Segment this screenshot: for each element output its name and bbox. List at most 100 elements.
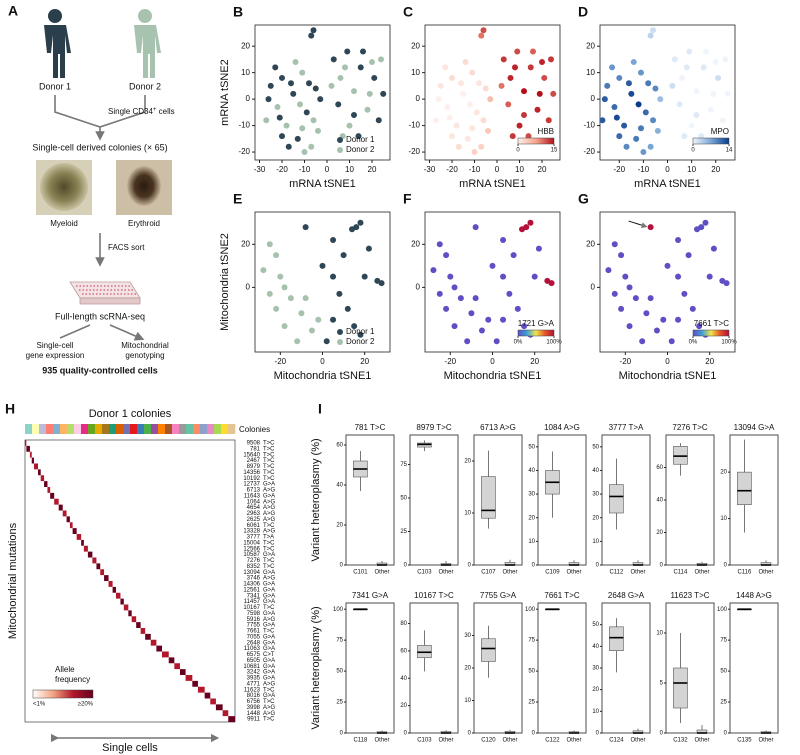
colorbar (517, 329, 555, 337)
y-tick-label: 10 (592, 539, 599, 545)
heatmap-cell (123, 604, 129, 611)
y-tick-label: 10 (656, 631, 663, 637)
point (357, 219, 364, 226)
row-label: 15004 (243, 540, 260, 546)
heatmap-cell (54, 498, 59, 505)
x-tick-label: 0 (320, 357, 325, 366)
row-label: A>G (263, 511, 276, 517)
heatmap-cell (92, 557, 97, 564)
row-label: 9911 (247, 717, 261, 723)
x-axis-label: Mitochondria tSNE1 (619, 370, 717, 382)
y-tick-label: 40 (656, 498, 663, 504)
point (464, 338, 471, 345)
heatmap-cell (162, 651, 169, 658)
row-label: G>A (263, 482, 275, 488)
heatmap-cell (222, 710, 229, 717)
point (668, 338, 675, 345)
x-tick-label: 20 (705, 357, 714, 366)
box (609, 484, 624, 514)
colorbar (692, 329, 730, 337)
x-tick-label: 20 (538, 165, 547, 174)
point (260, 267, 267, 274)
point (487, 96, 494, 103)
point (653, 327, 660, 334)
row-label: 14306 (243, 582, 260, 588)
point (525, 133, 532, 140)
point (375, 117, 382, 124)
heatmap-cell (50, 492, 55, 499)
facs-label: FACS sort (108, 243, 145, 252)
y-tick-label: 50 (592, 444, 599, 450)
row-label: 12737 (243, 482, 260, 488)
point (642, 109, 649, 116)
y-tick-label: 10 (464, 511, 471, 517)
point (294, 135, 301, 142)
row-label: T>C (263, 476, 275, 482)
row-label: T>C (263, 629, 275, 635)
y-tick-label: 40 (592, 644, 599, 650)
row-label: G>A (263, 623, 275, 629)
category-label: Other (502, 570, 517, 576)
colony-swatch (207, 424, 215, 434)
point (478, 32, 485, 39)
colony-swatch (200, 424, 208, 434)
heatmap-cell (40, 475, 45, 482)
y-axis-label: Variant heteroplasmy (%) (310, 438, 322, 561)
row-label: C>T (263, 652, 275, 658)
point (635, 101, 642, 108)
row-label: G>A (263, 599, 275, 605)
colony-swatch (221, 424, 229, 434)
point (451, 284, 458, 291)
point (654, 127, 661, 134)
category-label: C135 (737, 738, 752, 744)
x-tick-label: -20 (614, 165, 626, 174)
x-tick-label: -20 (620, 357, 632, 366)
heatmap-cell (197, 686, 205, 693)
point (279, 133, 285, 140)
plot-frame (424, 24, 561, 161)
point (306, 80, 312, 87)
cd34-sup: + (153, 107, 157, 113)
category-label: Other (694, 570, 709, 576)
box-title: 7341 G>A (352, 591, 389, 600)
point (664, 262, 671, 269)
row-label: G>A (263, 611, 275, 617)
row-label: G>A (263, 640, 275, 646)
point (467, 101, 473, 108)
row-label: 2467 (247, 458, 261, 464)
row-label: 10167 (243, 605, 260, 611)
heatmap-cell (72, 528, 77, 534)
row-label: G>A (263, 552, 275, 558)
point (625, 80, 632, 87)
erythroid-colony (127, 166, 161, 206)
heatmap-cell (83, 545, 88, 552)
colony-swatch (137, 424, 145, 434)
y-tick-label: 25 (336, 700, 343, 706)
point (471, 149, 478, 156)
point (442, 64, 449, 71)
y-tick-label: 10 (241, 68, 250, 77)
point (344, 48, 351, 55)
point (283, 122, 290, 129)
heatmap-cell (204, 692, 211, 699)
box-title: 3777 T>A (609, 423, 644, 432)
point (361, 273, 368, 280)
colorbar-title: HBB (538, 127, 554, 136)
row-label: G>A (263, 493, 275, 499)
point (266, 241, 273, 248)
heatmap-cell (81, 539, 84, 546)
category-label: C124 (609, 738, 624, 744)
point (626, 284, 633, 291)
point (710, 90, 717, 97)
point (292, 59, 299, 66)
heatmap-cell (168, 657, 175, 664)
point (645, 80, 652, 87)
row-label: A>G (263, 576, 276, 582)
colony-swatch (46, 424, 54, 434)
point (468, 310, 475, 317)
point (480, 27, 487, 34)
x-tick-label: -20 (445, 357, 457, 366)
y-tick-label: 50 (592, 622, 599, 628)
panel-letter: A (8, 3, 18, 19)
strip-label: Colonies (239, 425, 270, 434)
